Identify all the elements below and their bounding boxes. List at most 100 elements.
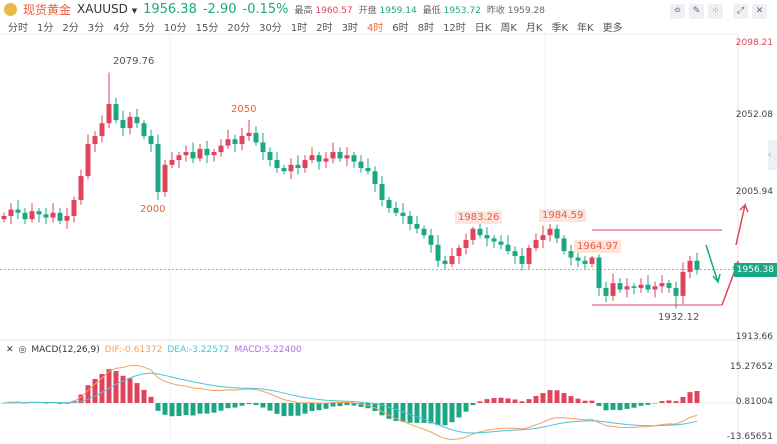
macd-bar — [218, 403, 224, 411]
macd-bar — [554, 390, 560, 403]
candle-body — [694, 260, 700, 270]
candle-body — [351, 155, 357, 162]
close-indicator-icon[interactable]: ✕ — [6, 345, 14, 355]
prev-close-value: 1959.28 — [507, 5, 545, 16]
macd-bar — [106, 369, 112, 403]
tab-9[interactable]: 30分 — [259, 23, 282, 34]
candle-body — [225, 139, 231, 146]
macd-axis-label: -13.65651 — [726, 432, 773, 442]
macd-bar — [281, 403, 287, 417]
tab-15[interactable]: 8时 — [417, 23, 435, 34]
tab-19[interactable]: 月K — [525, 23, 543, 34]
macd-bar — [582, 400, 588, 403]
tab-12[interactable]: 3时 — [341, 23, 358, 34]
macd-bar — [169, 403, 175, 417]
macd-bar — [596, 403, 602, 406]
close-icon[interactable]: ✕ — [752, 4, 767, 19]
macd-bar — [449, 403, 455, 423]
candle-body — [645, 284, 651, 290]
candle-body — [113, 104, 119, 121]
symbol-selector[interactable]: XAUUSD ▼ — [77, 2, 137, 16]
candle-body — [491, 238, 497, 242]
tab-3[interactable]: 3分 — [87, 23, 105, 34]
compare-icon[interactable]: ⁘ — [708, 4, 723, 19]
macd-bar — [92, 378, 98, 403]
macd-bar — [526, 399, 532, 403]
macd-bar — [323, 403, 329, 409]
macd-bar — [470, 403, 476, 405]
candle-body — [71, 199, 77, 216]
tab-10[interactable]: 1时 — [290, 23, 308, 34]
macd-bar — [540, 393, 546, 403]
tab-17[interactable]: 日K — [474, 23, 492, 34]
candle-body — [8, 209, 14, 216]
tab-2[interactable]: 2分 — [62, 23, 79, 34]
candle-body — [638, 284, 644, 288]
candle-body — [106, 104, 112, 124]
fullscreen-icon[interactable]: ⤢ — [733, 4, 748, 19]
candle-body — [666, 283, 672, 288]
candle-body — [393, 207, 399, 213]
axis-label: 2005.94 — [735, 187, 773, 197]
macd-bar — [575, 398, 581, 403]
tab-14[interactable]: 6时 — [392, 23, 409, 34]
candle-body — [204, 148, 210, 156]
up-arrow-icon — [735, 202, 749, 246]
macd-bar — [407, 403, 413, 423]
tab-4[interactable]: 4分 — [113, 23, 130, 34]
collapse-panel-button[interactable]: ‹ — [768, 140, 777, 170]
tab-8[interactable]: 20分 — [227, 23, 251, 34]
indicator-icon[interactable]: ≏ — [670, 4, 685, 19]
macd-bar — [71, 400, 77, 403]
current-price-tag: 1956.38 — [733, 263, 777, 277]
price-annotation: 1983.26 — [455, 210, 503, 224]
candle-body — [127, 116, 133, 129]
candle-body — [533, 239, 539, 248]
candle-body — [540, 235, 546, 240]
symbol: XAUUSD — [77, 2, 128, 16]
macd-header: ✕ ◎ MACD(12,26,9) DIF:-0.61372 DEA:-3.22… — [6, 345, 302, 355]
candle-body — [519, 255, 525, 264]
tab-21[interactable]: 年K — [577, 23, 594, 34]
price-annotation: 1984.59 — [539, 208, 587, 222]
macd-bar — [631, 403, 637, 408]
candle-body — [92, 136, 98, 145]
tab-0[interactable]: 分时 — [8, 23, 28, 34]
tab-5[interactable]: 5分 — [138, 23, 155, 34]
macd-bar — [393, 403, 399, 421]
macd-bar — [127, 378, 133, 403]
tab-6[interactable]: 10分 — [163, 23, 187, 34]
tab-1[interactable]: 1分 — [37, 23, 54, 34]
tab-16[interactable]: 12时 — [443, 23, 466, 34]
macd-bar — [687, 392, 693, 403]
candle-body — [470, 228, 476, 240]
macd-bar — [484, 399, 490, 403]
tab-11[interactable]: 2时 — [316, 23, 333, 34]
macd-bar — [309, 403, 315, 412]
candle-body — [36, 211, 42, 215]
price-change-pct: -0.15% — [242, 1, 289, 17]
candle-body — [43, 214, 49, 218]
candle-body — [477, 228, 483, 236]
settings-icon[interactable]: ◎ — [18, 345, 27, 355]
draw-icon[interactable]: ✎ — [689, 4, 704, 19]
macd-bar — [197, 403, 203, 414]
macd-bar — [253, 403, 259, 406]
macd-bar — [610, 403, 616, 410]
tab-22[interactable]: 更多 — [602, 23, 623, 34]
macd-bar — [442, 403, 448, 426]
candle-body — [659, 283, 665, 287]
macd-bar — [85, 385, 91, 403]
candle-body — [281, 168, 287, 172]
macd-bar — [463, 403, 469, 412]
tab-20[interactable]: 季K — [551, 23, 569, 34]
candle-body — [526, 247, 532, 264]
candle-body — [274, 160, 280, 169]
tab-13[interactable]: 4时 — [366, 23, 384, 34]
candle-body — [309, 155, 315, 161]
tab-18[interactable]: 周K — [500, 23, 517, 34]
tab-7[interactable]: 15分 — [195, 23, 219, 34]
candle-body — [603, 287, 609, 296]
candle-body — [463, 239, 469, 248]
